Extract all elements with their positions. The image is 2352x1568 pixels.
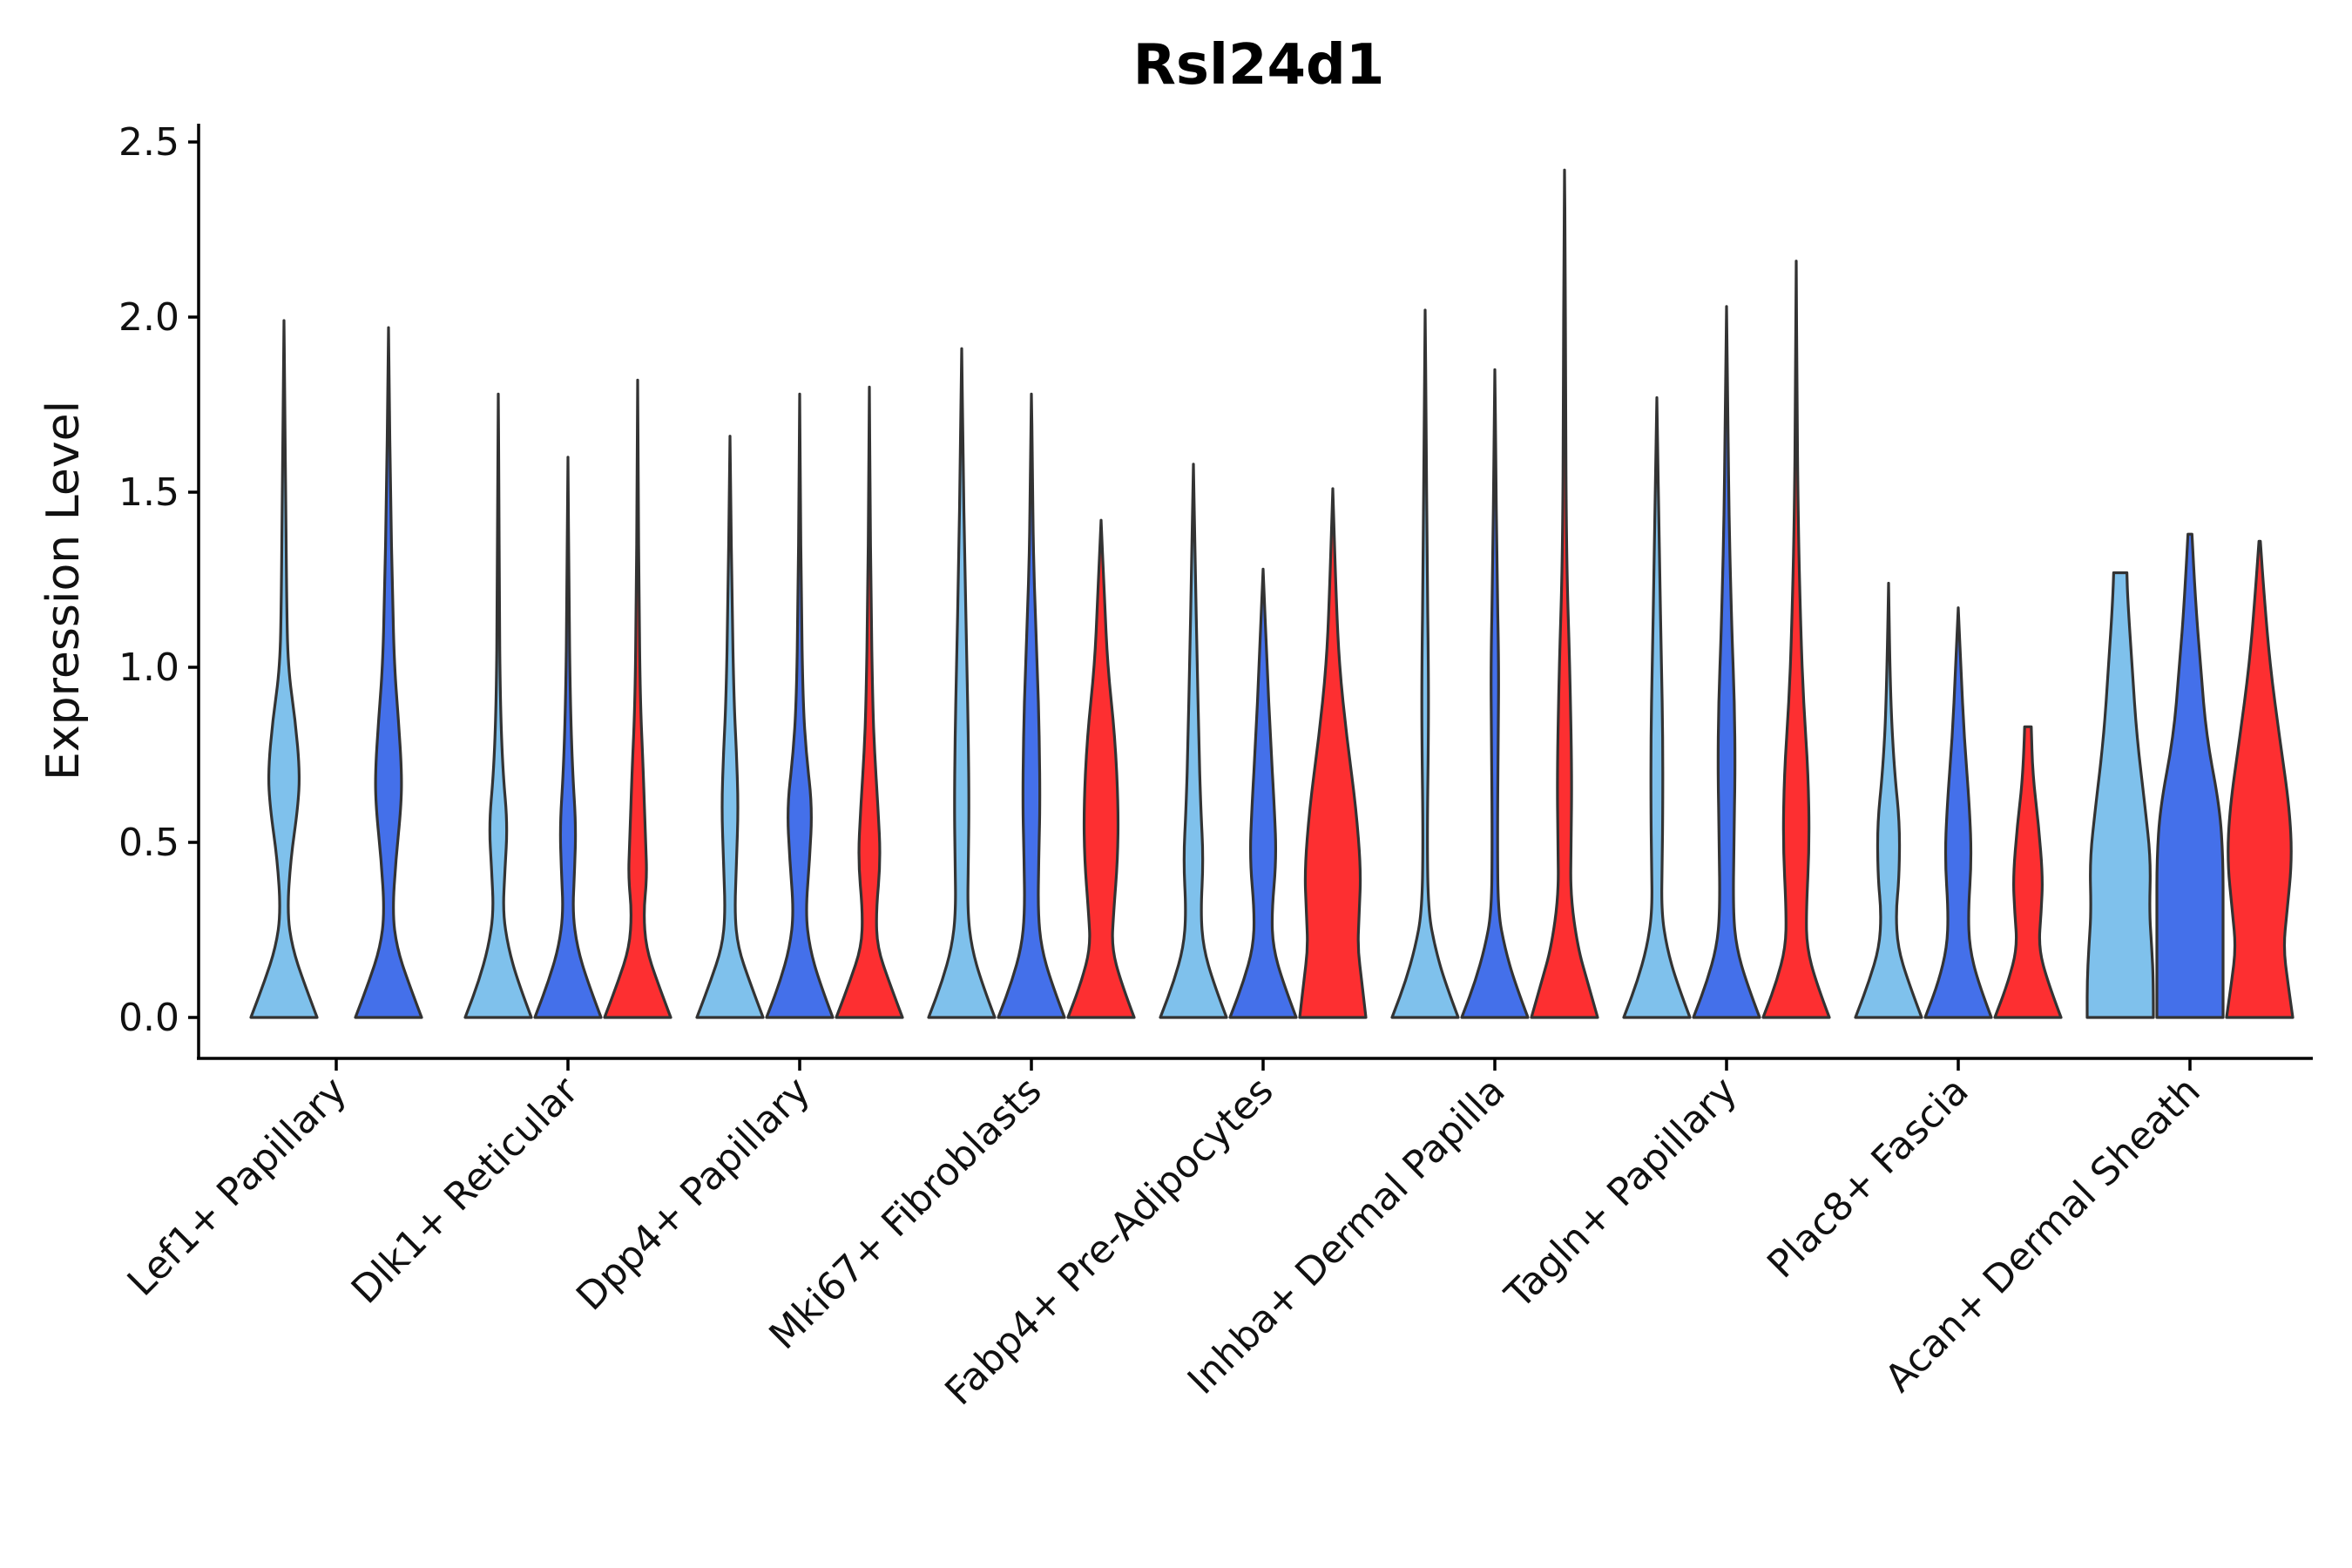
violin-light <box>1390 308 1460 1019</box>
violin-light <box>695 435 765 1019</box>
violin-blue <box>997 392 1066 1019</box>
y-axis-title: Expression Level <box>37 401 90 781</box>
y-axis-ticks: 0.0 0.5 1.0 1.5 2.0 2.5 <box>118 120 199 1040</box>
violin-light <box>249 319 319 1019</box>
violin-red <box>1530 168 1599 1019</box>
violin-red <box>603 378 672 1019</box>
y-tick-label: 0.0 <box>118 996 179 1040</box>
violin-blue <box>1692 305 1761 1019</box>
x-tick-label: Plac8+ Fascia <box>1759 1069 1977 1288</box>
x-tick-label: Tagln+ Papillary <box>1497 1069 1746 1318</box>
violin-light <box>1622 395 1692 1019</box>
violin-blue <box>2155 532 2225 1019</box>
violin-light <box>1854 581 1923 1019</box>
violin-blue <box>354 326 423 1019</box>
chart-title: Rsl24d1 <box>1133 33 1385 98</box>
violin-red <box>1066 518 1136 1019</box>
violin-blue <box>533 456 603 1019</box>
violin-light <box>1159 463 1228 1019</box>
violin-red <box>1993 725 2063 1019</box>
violin-light <box>463 392 533 1019</box>
violin-blue <box>1923 606 1993 1019</box>
y-tick-label: 2.5 <box>118 120 179 165</box>
violin-red <box>2225 539 2295 1019</box>
violin-red <box>1298 487 1368 1019</box>
violin-blue <box>765 392 835 1019</box>
y-tick-label: 2.0 <box>118 295 179 340</box>
violin-blue <box>1460 368 1530 1019</box>
x-tick-label: Dpp4+ Papillary <box>568 1069 819 1320</box>
y-tick-label: 0.5 <box>118 821 179 865</box>
violin-blue <box>1228 567 1298 1019</box>
violin-light <box>2085 571 2155 1019</box>
violins-layer <box>249 168 2295 1019</box>
x-tick-label: Dlk1+ Reticular <box>343 1068 588 1313</box>
violin-red <box>835 385 904 1019</box>
y-tick-label: 1.5 <box>118 470 179 515</box>
violin-light <box>927 347 997 1019</box>
x-tick-label: Lef1+ Papillary <box>119 1069 355 1305</box>
y-tick-label: 1.0 <box>118 645 179 690</box>
violin-red <box>1761 260 1831 1019</box>
